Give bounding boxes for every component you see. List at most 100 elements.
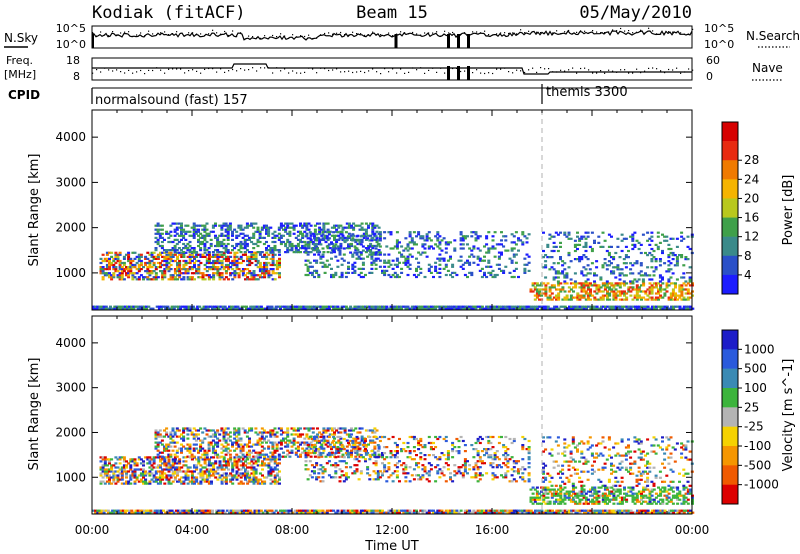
scatter-point (371, 230, 375, 233)
scatter-point (352, 447, 356, 450)
scatter-point (646, 231, 650, 234)
scatter-point (165, 255, 169, 258)
scatter-point (112, 268, 116, 271)
scatter-point (154, 478, 158, 481)
scatter-point (367, 429, 370, 432)
noise-search-point (584, 30, 586, 32)
scatter-point (595, 266, 599, 269)
scatter-point (497, 251, 501, 254)
scatter-point (246, 476, 250, 479)
scatter-point (391, 472, 395, 475)
noise-search-point (164, 31, 166, 33)
scatter-point (215, 305, 219, 308)
nave-point (348, 70, 350, 72)
scatter-point (284, 230, 288, 233)
scatter-point (616, 268, 620, 271)
scatter-point (120, 474, 124, 477)
scatter-point (243, 244, 247, 248)
scatter-point (359, 267, 363, 270)
scatter-point (552, 286, 556, 289)
scatter-point (461, 476, 465, 479)
scatter-point (292, 437, 296, 440)
scatter-point (227, 462, 230, 465)
scatter-point (354, 455, 358, 458)
scatter-point (340, 474, 344, 477)
scatter-point (301, 224, 305, 227)
scatter-point (350, 453, 353, 456)
scatter-point (180, 482, 184, 485)
scatter-point (120, 472, 124, 475)
scatter-point (321, 265, 325, 268)
scatter-point (180, 449, 183, 452)
scatter-point (248, 439, 251, 442)
colorbar-tick-label: 20 (744, 191, 759, 205)
noise-search-point (176, 31, 178, 33)
scatter-point (425, 239, 429, 242)
scatter-point (323, 305, 327, 308)
scatter-point (364, 230, 368, 233)
scatter-point (263, 462, 267, 465)
scatter-point (161, 474, 165, 477)
scatter-point (129, 263, 133, 267)
scatter-point (517, 239, 520, 242)
scatter-point (239, 480, 243, 483)
scatter-point (250, 478, 254, 481)
scatter-point (330, 427, 334, 430)
scatter-point (178, 458, 182, 461)
scatter-point (659, 296, 663, 299)
scatter-point (239, 474, 243, 477)
scatter-point (322, 431, 326, 434)
scatter-point (680, 298, 684, 301)
scatter-point (296, 445, 300, 448)
scatter-point (127, 482, 131, 485)
scatter-point (186, 429, 190, 432)
scatter-point (177, 222, 181, 225)
scatter-point (144, 456, 148, 459)
scatter-point (417, 233, 421, 236)
scatter-point (523, 267, 527, 270)
scatter-point (250, 464, 254, 467)
scatter-point (680, 294, 684, 297)
scatter-point (267, 455, 271, 458)
scatter-point (572, 282, 575, 285)
scatter-point (271, 480, 275, 483)
scatter-point (378, 239, 382, 242)
scatter-point (317, 253, 321, 256)
scatter-point (385, 261, 389, 264)
scatter-point (687, 307, 690, 310)
scatter-point (222, 234, 226, 237)
scatter-point (678, 290, 682, 293)
scatter-point (319, 257, 323, 260)
scatter-point (298, 305, 302, 308)
scatter-point (661, 282, 665, 285)
scatter-point (353, 251, 357, 254)
scatter-point (318, 226, 322, 229)
scatter-point (500, 253, 503, 256)
scatter-point (160, 307, 163, 310)
scatter-point (267, 261, 271, 265)
scatter-point (171, 435, 175, 438)
scatter-point (245, 307, 248, 310)
scatter-point (167, 236, 171, 239)
scatter-point (338, 249, 342, 252)
scatter-point (325, 305, 329, 308)
scatter-point (150, 464, 154, 467)
scatter-point (321, 231, 325, 234)
scatter-point (306, 253, 310, 256)
scatter-point (521, 305, 525, 308)
scatter-point (614, 305, 618, 308)
scatter-point (278, 259, 281, 263)
scatter-point (361, 257, 365, 260)
scatter-point (406, 265, 410, 268)
scatter-point (195, 468, 199, 471)
scatter-point (154, 268, 158, 271)
scatter-point (580, 294, 584, 297)
scatter-point (317, 472, 321, 475)
scatter-point (114, 462, 118, 465)
scatter-point (604, 305, 608, 308)
scatter-point (519, 305, 523, 308)
scatter-point (237, 242, 241, 246)
scatter-point (339, 437, 343, 440)
scatter-point (323, 271, 327, 274)
scatter-point (682, 264, 686, 267)
